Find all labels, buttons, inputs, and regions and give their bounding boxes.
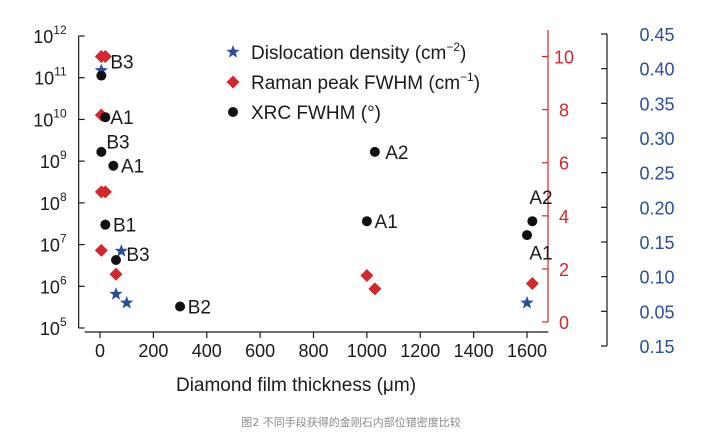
legend-label: Raman peak FWHM (cm−1) (251, 70, 480, 94)
circle-point (369, 146, 380, 157)
xrc-tick-label: 0.05 (639, 302, 674, 322)
x-tick-label: 1200 (400, 341, 440, 361)
diamond-point (525, 277, 539, 291)
figure-caption: 图2 不同手段获得的金刚石内部位错密度比较 (241, 416, 461, 429)
left-tick-label: 108 (40, 190, 67, 214)
point-annotation: B3 (126, 245, 149, 266)
diamond-point (94, 243, 108, 257)
x-tick-label: 1400 (454, 341, 494, 361)
diamond-point (109, 267, 123, 281)
point-annotation: B2 (188, 297, 211, 318)
star-point (520, 295, 534, 309)
xrc-tick-label: 0.30 (639, 129, 674, 149)
point-annotation: A1 (375, 212, 398, 233)
circle-point (111, 255, 122, 266)
raman-tick-label: 10 (554, 48, 574, 68)
raman-tick-label: 2 (559, 260, 569, 280)
left-tick-label: 1012 (33, 23, 67, 47)
left-tick-label: 107 (40, 232, 67, 256)
xrc-tick-label: 0.45 (639, 25, 674, 45)
x-tick-label: 1600 (507, 341, 547, 361)
raman-tick-label: 0 (559, 313, 569, 333)
xrc-tick-label: 0.25 (639, 164, 674, 184)
point-annotation: A1 (110, 108, 133, 129)
x-tick-label: 200 (138, 341, 168, 361)
plot-labels: B3 A1 B3 A1 B1 B3 B2 A2 A1 A2 A1 (106, 53, 552, 319)
star-point (94, 63, 108, 77)
point-annotation: A2 (529, 188, 552, 209)
left-tick-label: 106 (40, 273, 67, 297)
diamond-point (368, 282, 382, 296)
legend-diamond-marker (226, 75, 240, 89)
x-tick-label: 0 (95, 341, 105, 361)
plot-axes: 0 200 400 600 800 1000 1200 1400 160010510610710… (33, 23, 674, 361)
legend-label: XRC FWHM (°) (251, 103, 381, 124)
circle-point (361, 216, 372, 227)
plot-marks (94, 50, 539, 312)
diamond-point (98, 185, 112, 199)
xrc-tick-label: 0.15 (639, 233, 674, 253)
point-annotation: B3 (110, 53, 133, 74)
raman-tick-label: 6 (559, 154, 569, 174)
point-annotation: B3 (106, 132, 129, 153)
circle-point (522, 230, 532, 241)
left-tick-label: 1010 (33, 106, 67, 130)
circle-point (527, 216, 538, 227)
legend-circle-marker (228, 107, 238, 117)
x-tick-label: 1000 (347, 341, 387, 361)
legend-star-marker (226, 45, 240, 58)
circle-point (96, 70, 107, 81)
circle-point (96, 146, 107, 157)
x-tick-label: 800 (298, 341, 328, 361)
legend-label: Dislocation density (cm−2) (251, 40, 466, 64)
diamond-point (360, 269, 374, 283)
xrc-tick-label: 0.20 (639, 198, 674, 218)
point-annotation: A1 (121, 157, 144, 178)
xrc-tick-label: 0.40 (639, 60, 674, 80)
x-tick-label: 600 (245, 341, 275, 361)
circle-point (175, 301, 186, 312)
x-axis-title: Diamond film thickness (μm) (176, 375, 416, 396)
left-tick-label: 1011 (34, 65, 67, 89)
left-tick-label: 109 (40, 148, 67, 172)
star-point (114, 244, 129, 257)
xrc-tick-label: 0.35 (639, 94, 674, 114)
point-annotation: B1 (113, 216, 136, 237)
x-tick-label: 400 (192, 341, 222, 361)
raman-tick-label: 8 (559, 101, 569, 121)
point-annotation: A1 (529, 243, 552, 264)
diamond-point (98, 50, 112, 64)
chart-legend: Dislocation density (cm−2) Raman peak FWH… (226, 40, 480, 124)
star-point (120, 295, 134, 309)
xrc-tick-label: 0.15 (639, 337, 674, 357)
left-tick-label: 105 (40, 315, 67, 339)
star-point (109, 287, 123, 300)
circle-point (100, 112, 111, 123)
raman-tick-label: 4 (559, 207, 569, 227)
circle-point (108, 160, 119, 171)
xrc-tick-label: 0.10 (639, 268, 674, 288)
circle-point (100, 219, 111, 230)
point-annotation: A2 (385, 143, 408, 164)
